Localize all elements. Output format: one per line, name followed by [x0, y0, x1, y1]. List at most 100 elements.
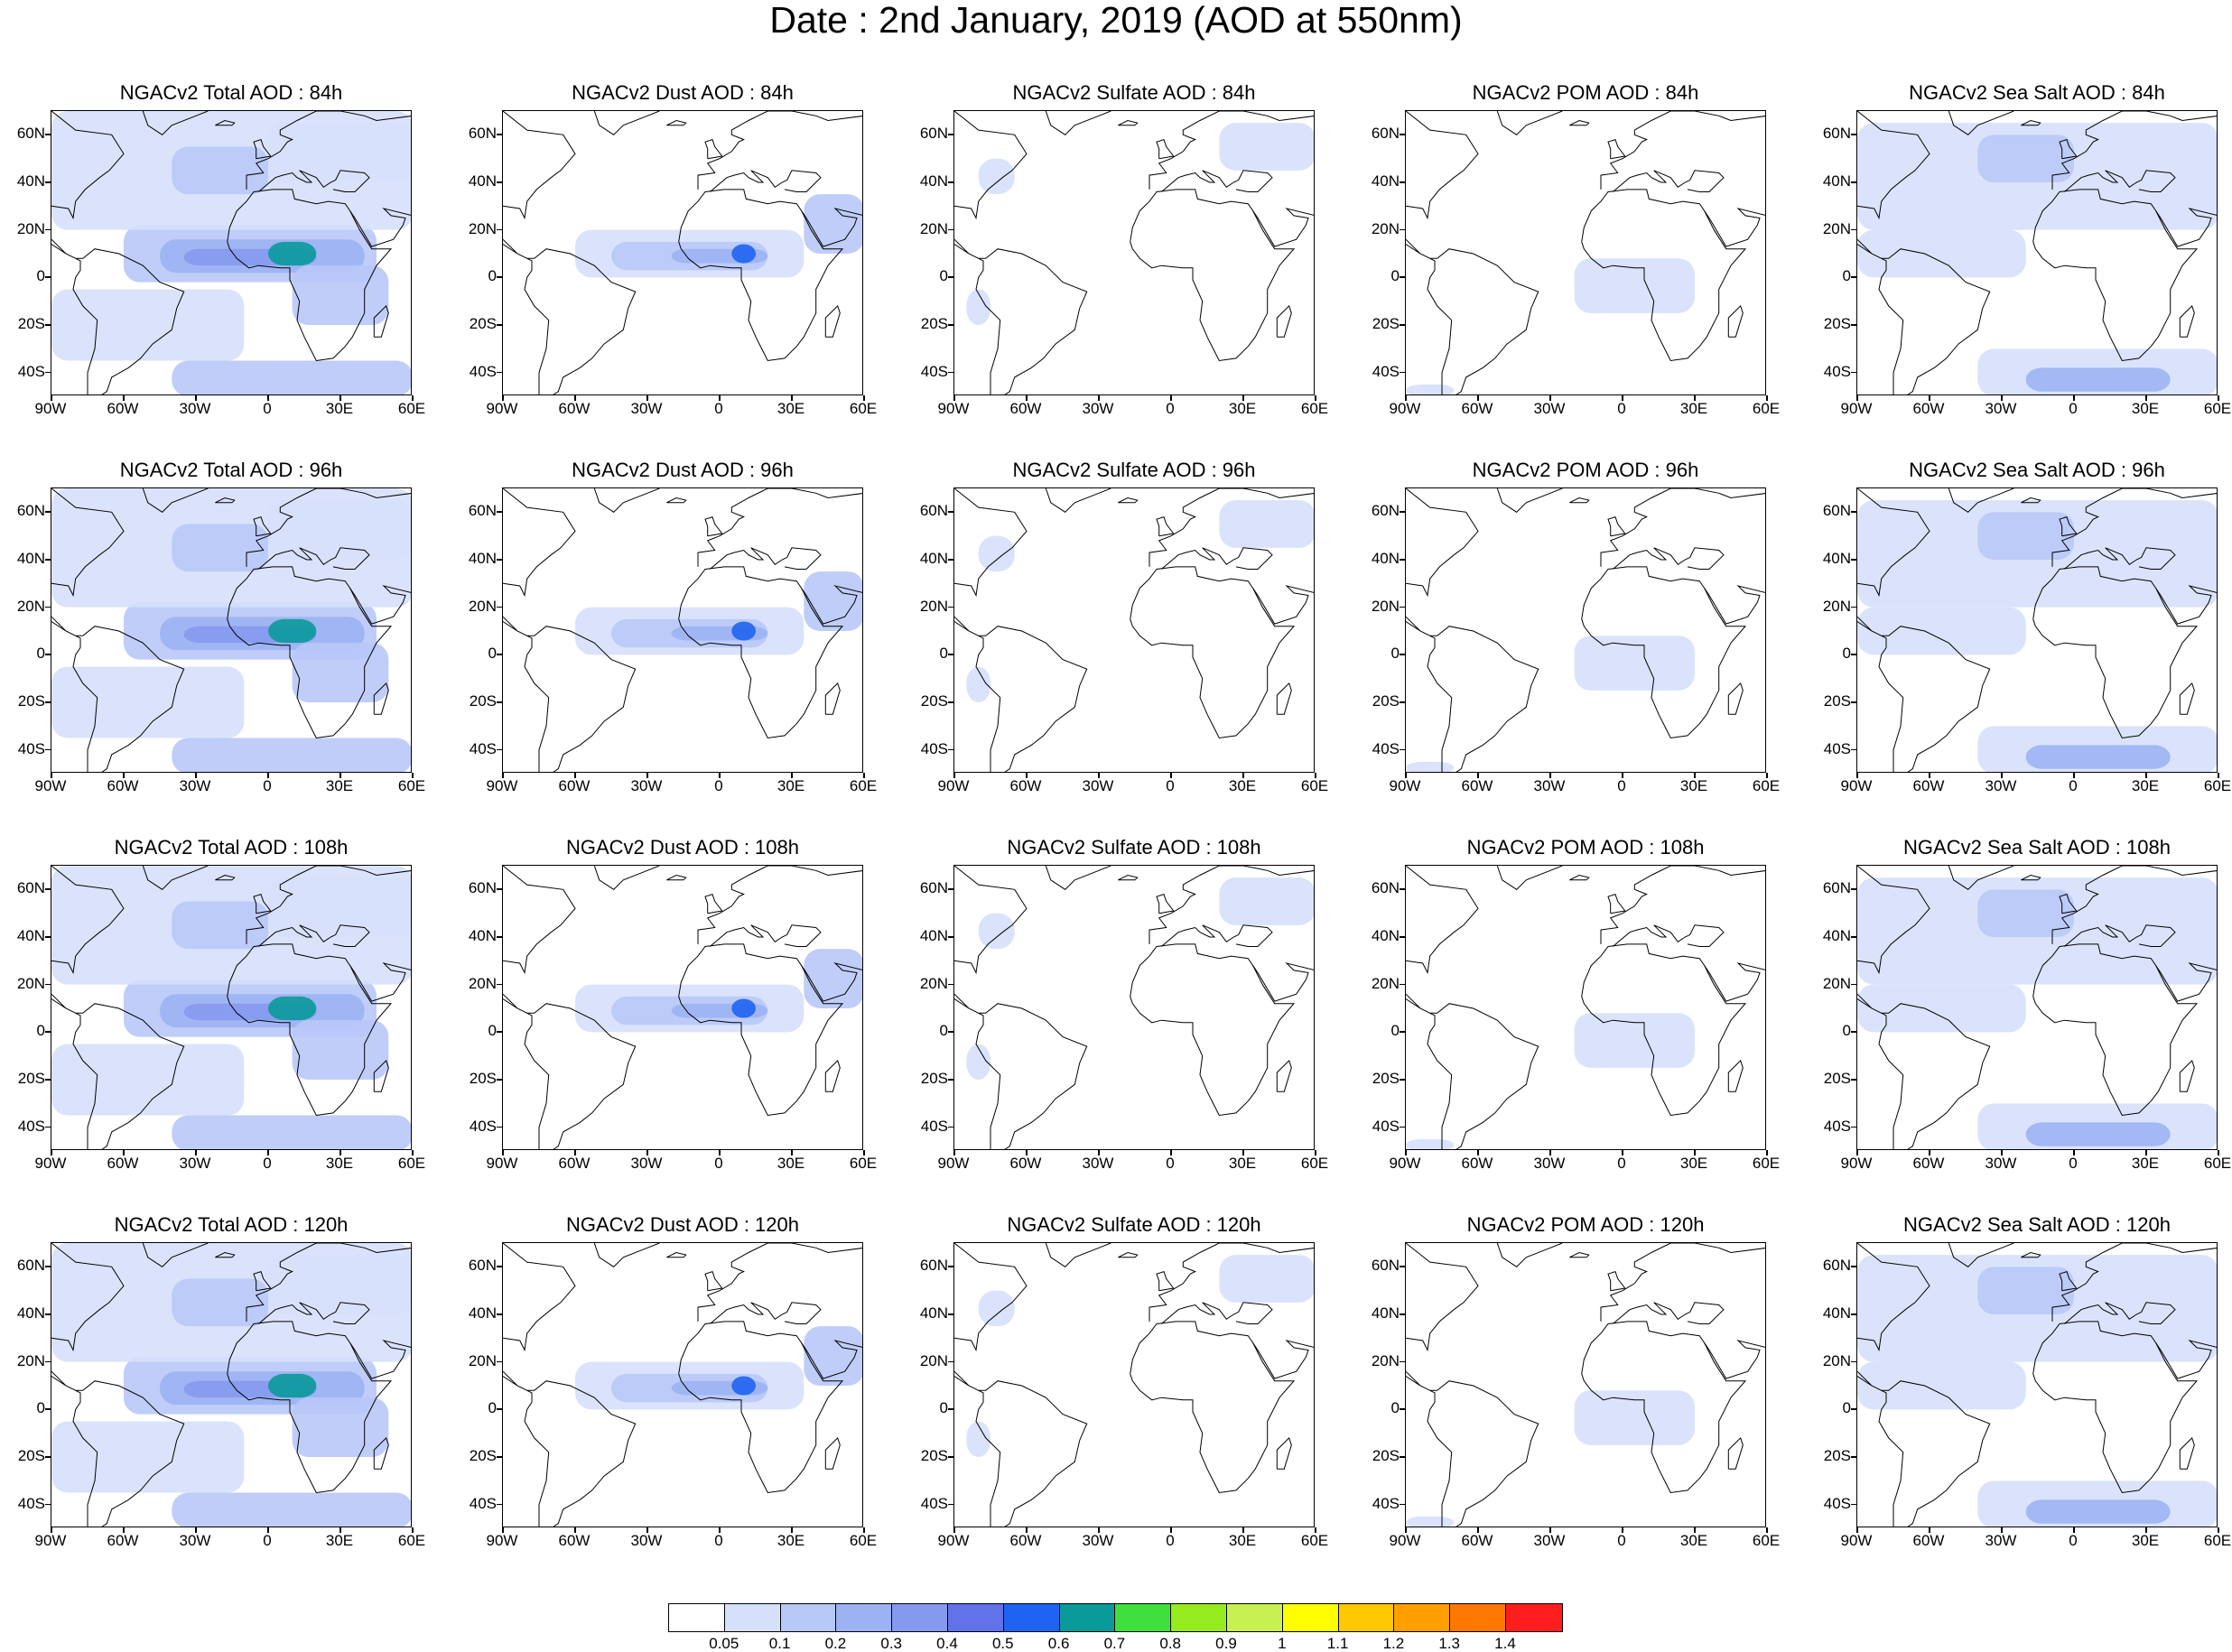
lat-tick-label: 0: [488, 1022, 497, 1040]
map-panel: NGACv2 POM AOD : 84h 60N 40N 20N 0 20S 40S 90W 6…: [1354, 81, 1806, 451]
coastline: [1496, 488, 1563, 513]
map-panel: NGACv2 Sulfate AOD : 108h 60N 40N 20N 0 20S 40…: [903, 836, 1354, 1206]
lon-tick: [1315, 1150, 1316, 1155]
aod-map: [954, 488, 1314, 772]
coastline: [503, 1243, 576, 1352]
lat-tick: [1400, 371, 1405, 374]
lon-tick-label: 30E: [1228, 1155, 1257, 1172]
coastline: [824, 304, 841, 338]
coastline: [1406, 488, 1479, 598]
lat-tick: [497, 1456, 502, 1458]
lat-tick-label: 20N: [1371, 597, 1400, 615]
lon-tick: [953, 1150, 955, 1155]
lon-tick-label: 60E: [849, 400, 878, 417]
lon-tick-label: 90W: [486, 1532, 518, 1549]
coastline: [373, 1059, 389, 1092]
aod-map: [51, 866, 411, 1149]
coastline: [1581, 189, 1747, 362]
lon-tick: [1026, 773, 1028, 778]
colorbar-swatch: [1059, 1604, 1116, 1631]
coastline: [1118, 1251, 1139, 1258]
map-frame: [1856, 865, 2218, 1150]
lat-tick-label: 40S: [1372, 739, 1400, 757]
lat-tick: [1400, 1456, 1405, 1458]
lon-tick-label: 90W: [1389, 1532, 1421, 1549]
lat-tick: [497, 324, 502, 326]
lon-tick-label: 0: [1617, 400, 1626, 417]
lat-tick-label: 0: [488, 267, 497, 285]
panel-title: NGACv2 POM AOD : 84h: [1472, 81, 1699, 104]
lon-tick: [123, 773, 125, 778]
lat-tick-label: 20N: [16, 219, 45, 237]
aod-plume: [172, 1492, 411, 1527]
lat-tick-label: 0: [1842, 267, 1851, 285]
lon-tick: [1929, 1527, 1930, 1533]
lon-tick-label: 30W: [630, 777, 663, 794]
coastline: [253, 1270, 272, 1292]
lon-tick: [791, 1527, 793, 1533]
lat-tick: [45, 511, 51, 513]
coastline: [503, 238, 637, 394]
aod-plume: [1219, 123, 1314, 171]
lat-tick: [948, 324, 953, 326]
lat-tick: [1851, 134, 1856, 135]
lat-tick: [1851, 228, 1856, 231]
lon-tick: [502, 773, 504, 778]
coastline: [709, 170, 822, 192]
lon-tick: [2145, 773, 2147, 778]
coastline: [678, 566, 844, 739]
lat-tick: [948, 983, 953, 986]
map-panel: NGACv2 Sulfate AOD : 96h 60N 40N 20N 0 20S 40S…: [903, 459, 1354, 829]
lon-tick: [1766, 395, 1768, 401]
lat-tick: [45, 936, 51, 938]
lon-tick-label: 0: [2069, 400, 2078, 417]
coastline: [666, 119, 687, 126]
lon-tick: [2001, 1527, 2003, 1533]
lat-tick-label: 40S: [469, 1494, 497, 1512]
coastline: [227, 1321, 393, 1494]
lat-tick: [497, 888, 502, 890]
lat-tick: [1400, 1360, 1405, 1363]
lon-tick-label: 30W: [1082, 777, 1114, 794]
coastline: [215, 874, 236, 881]
lat-tick: [1400, 1266, 1405, 1267]
coastline: [1045, 866, 1111, 890]
lat-tick-label: 20N: [1822, 974, 1851, 992]
lon-tick-label: 60W: [1461, 1532, 1493, 1549]
lon-tick-label: 60W: [1009, 1155, 1042, 1172]
coastline: [2032, 1321, 2199, 1494]
aod-plume: [268, 500, 411, 560]
lat-tick-label: 60N: [1371, 502, 1400, 520]
lat-tick: [45, 1079, 51, 1081]
coastline: [2051, 1243, 2217, 1322]
coastline: [1607, 138, 1626, 160]
colorbar-swatch: [1003, 1604, 1060, 1631]
coastline: [1612, 170, 1725, 192]
lat-tick-label: 20N: [468, 1351, 497, 1369]
map-panel: NGACv2 Dust AOD : 84h 60N 40N 20N 0 20S 40S 90W…: [451, 81, 903, 451]
lat-tick-label: 20S: [17, 1070, 45, 1087]
lat-tick-label: 40N: [16, 172, 45, 190]
lon-tick-label: 0: [263, 400, 272, 417]
coastline: [1704, 585, 1765, 625]
lon-tick: [2145, 1150, 2147, 1155]
coastline: [142, 488, 209, 513]
coastline: [678, 1321, 844, 1494]
aod-plume: [1219, 1255, 1314, 1303]
coastline: [2021, 874, 2041, 881]
coastline: [593, 866, 660, 890]
lat-tick-label: 20S: [1823, 315, 1851, 332]
lon-tick-label: 60E: [849, 777, 878, 794]
colorbar-label: 0.2: [824, 1635, 847, 1652]
lon-tick: [1622, 1150, 1623, 1155]
coastline: [253, 138, 272, 160]
aod-plume: [1977, 512, 2074, 560]
colorbar: 0.05 0.1 0.2 0.3 0.4 0.5 0.6 0.7 0.8 0.9 1 1.1 1.2 1.…: [668, 1603, 1563, 1652]
aod-map: [1406, 1243, 1765, 1527]
coastline: [2179, 1059, 2195, 1092]
lon-tick-label: 30W: [1533, 1532, 1566, 1549]
map-panel: NGACv2 POM AOD : 120h 60N 40N 20N 0 20S 40S 90W…: [1354, 1213, 1806, 1583]
aod-map: [954, 1243, 1314, 1527]
lat-tick: [497, 228, 502, 231]
coastline: [257, 170, 370, 192]
